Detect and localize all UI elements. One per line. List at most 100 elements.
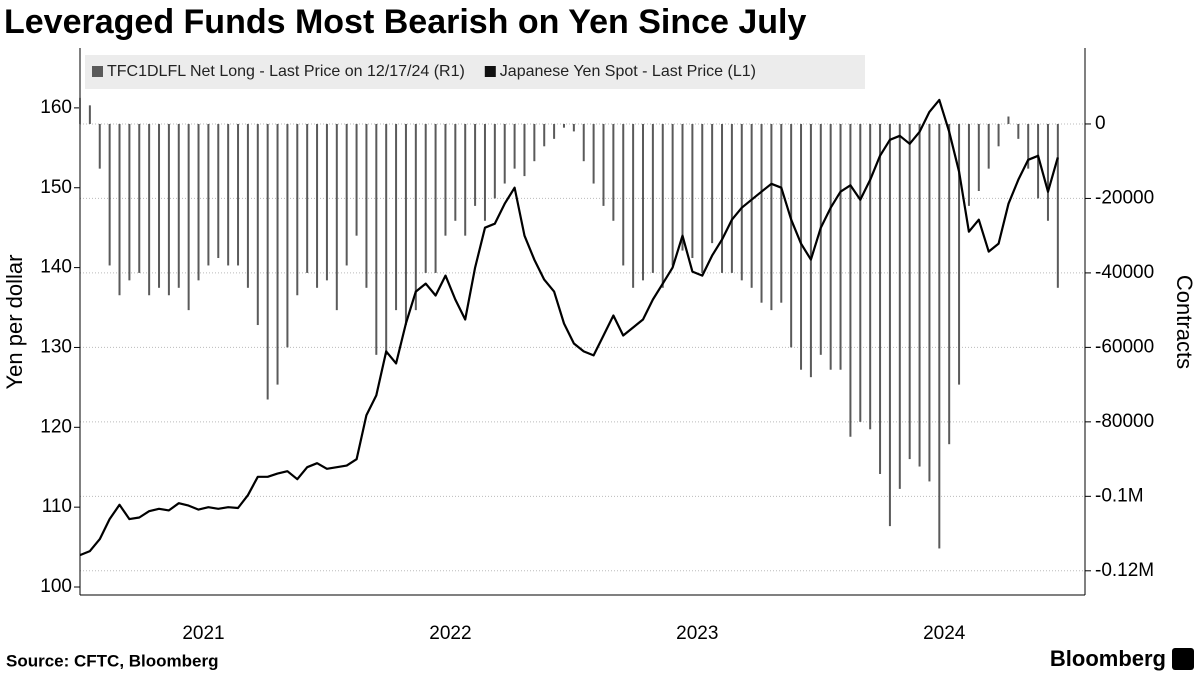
bar — [483, 123, 486, 221]
y2-axis-label: Contracts — [1172, 275, 1197, 369]
legend-box — [85, 55, 865, 89]
bar — [158, 123, 161, 288]
bar — [118, 123, 121, 296]
bar — [543, 123, 546, 147]
y-tick-label: 100 — [40, 576, 72, 597]
y2-tick-label: -0.12M — [1095, 560, 1154, 581]
y2-tick-label: -20000 — [1095, 187, 1154, 208]
bar — [711, 123, 714, 244]
bar — [958, 123, 961, 385]
bar — [177, 123, 180, 288]
chart-title: Leveraged Funds Most Bearish on Yen Sinc… — [4, 3, 806, 41]
bar — [345, 123, 348, 266]
bar — [671, 123, 674, 266]
bar — [997, 123, 1000, 147]
bar — [365, 123, 368, 288]
bar — [572, 123, 575, 132]
bar — [928, 123, 931, 482]
bar — [256, 123, 259, 326]
bar — [800, 123, 803, 370]
bar — [227, 123, 230, 266]
bar — [641, 123, 644, 281]
bar — [98, 123, 101, 169]
bar — [1037, 123, 1040, 199]
y-tick-label: 110 — [42, 496, 72, 517]
bar — [602, 123, 605, 206]
bar — [513, 123, 516, 169]
bar — [375, 123, 378, 355]
x-tick-label: 2024 — [923, 623, 966, 644]
source-note: Source: CFTC, Bloomberg — [6, 651, 219, 670]
bar — [355, 123, 358, 236]
y-tick-label: 150 — [40, 177, 72, 198]
bar — [879, 123, 882, 474]
bar — [197, 123, 200, 281]
bar — [987, 123, 990, 169]
bar — [88, 105, 91, 124]
bar — [414, 123, 417, 311]
bar — [809, 123, 812, 378]
bar — [286, 123, 289, 348]
bar — [306, 123, 309, 273]
bar — [661, 123, 664, 288]
bar — [1007, 116, 1010, 124]
legend-swatch — [484, 66, 496, 77]
bar — [721, 123, 724, 273]
bar — [977, 123, 980, 191]
bar — [622, 123, 625, 266]
bar — [138, 123, 141, 273]
bar — [1046, 123, 1049, 221]
bar — [849, 123, 852, 437]
y2-tick-label: -0.1M — [1095, 485, 1144, 506]
bar — [839, 123, 842, 370]
bar — [533, 123, 536, 162]
y-tick-label: 160 — [40, 97, 72, 118]
bar — [474, 123, 477, 206]
y2-tick-label: -80000 — [1095, 411, 1154, 432]
bar — [750, 123, 753, 288]
bar — [918, 123, 921, 467]
bar — [128, 123, 131, 281]
bar — [701, 123, 704, 273]
bar — [1056, 123, 1059, 288]
bar — [553, 123, 556, 139]
bar — [395, 123, 398, 311]
bar — [503, 123, 506, 184]
y-axis-label: Yen per dollar — [2, 255, 27, 390]
bar — [869, 123, 872, 430]
bar — [266, 123, 269, 400]
bar — [612, 123, 615, 221]
bar — [819, 123, 822, 355]
bar — [770, 123, 773, 311]
bar — [434, 123, 437, 273]
bar — [335, 123, 338, 311]
bar — [493, 123, 496, 199]
bar — [325, 123, 328, 281]
brand: Bloomberg — [1050, 646, 1166, 671]
legend-label: Japanese Yen Spot - Last Price (L1) — [500, 63, 756, 80]
bar — [562, 123, 565, 128]
bar — [582, 123, 585, 162]
bar — [385, 123, 388, 355]
bar — [632, 123, 635, 288]
bar — [760, 123, 763, 303]
bar — [296, 123, 299, 296]
bar — [404, 123, 407, 326]
bar — [790, 123, 793, 348]
legend-swatch — [92, 66, 103, 77]
bar — [1027, 123, 1030, 169]
bar — [948, 123, 951, 445]
bar — [898, 123, 901, 489]
bar — [316, 123, 319, 288]
y-tick-label: 140 — [40, 257, 72, 278]
bar — [967, 123, 970, 206]
bar — [908, 123, 911, 460]
x-tick-label: 2021 — [182, 623, 224, 644]
y-tick-label: 130 — [40, 336, 72, 357]
bar — [859, 123, 862, 422]
bar — [454, 123, 457, 221]
y2-tick-label: -40000 — [1095, 262, 1154, 283]
bar — [276, 123, 279, 385]
